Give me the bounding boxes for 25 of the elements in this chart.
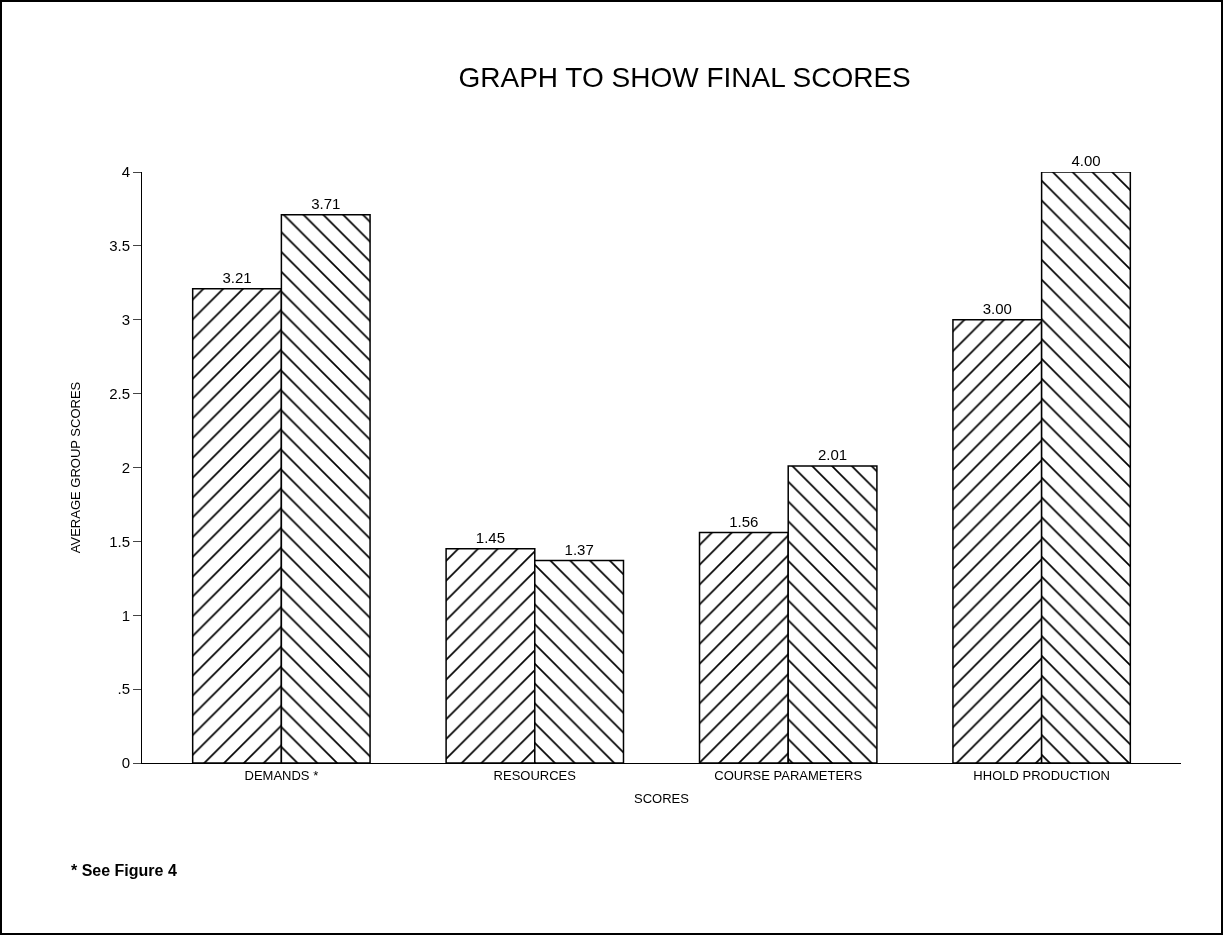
y-axis-title: AVERAGE GROUP SCORES [68,381,84,554]
y-tick-label: 1.5 [109,532,130,550]
data-label: 3.21 [222,268,252,286]
y-tick-label: 4 [121,163,130,181]
x-tick-label: RESOURCES [493,767,577,783]
y-tick-label: 3 [121,311,130,328]
x-tick-label: HHOLD PRODUCTION [973,767,1110,783]
data-label: 1.45 [475,528,506,546]
y-tick-label: 3.5 [109,237,130,255]
data-label: 1.37 [564,540,594,558]
y-tick-label: .5 [117,680,130,698]
x-axis-title: SCORES [634,791,690,807]
x-tick-label: DEMANDS * [244,767,319,783]
data-label: 4.00 [1071,152,1101,169]
data-label: 2.01 [817,446,848,464]
y-tick-label: 1 [121,606,130,624]
x-tick-label: COURSE PARAMETERS [714,767,863,783]
chart-title: GRAPH TO SHOW FINAL SCORES [458,61,911,93]
y-tick-label: 2.5 [109,384,130,402]
y-tick-label: 2 [121,458,130,476]
text: * See Figure 4 [71,862,177,879]
data-label: 1.56 [729,512,759,530]
data-label: 3.00 [982,299,1012,317]
data-label: 3.71 [311,194,341,212]
y-tick-label: 0 [121,754,130,772]
